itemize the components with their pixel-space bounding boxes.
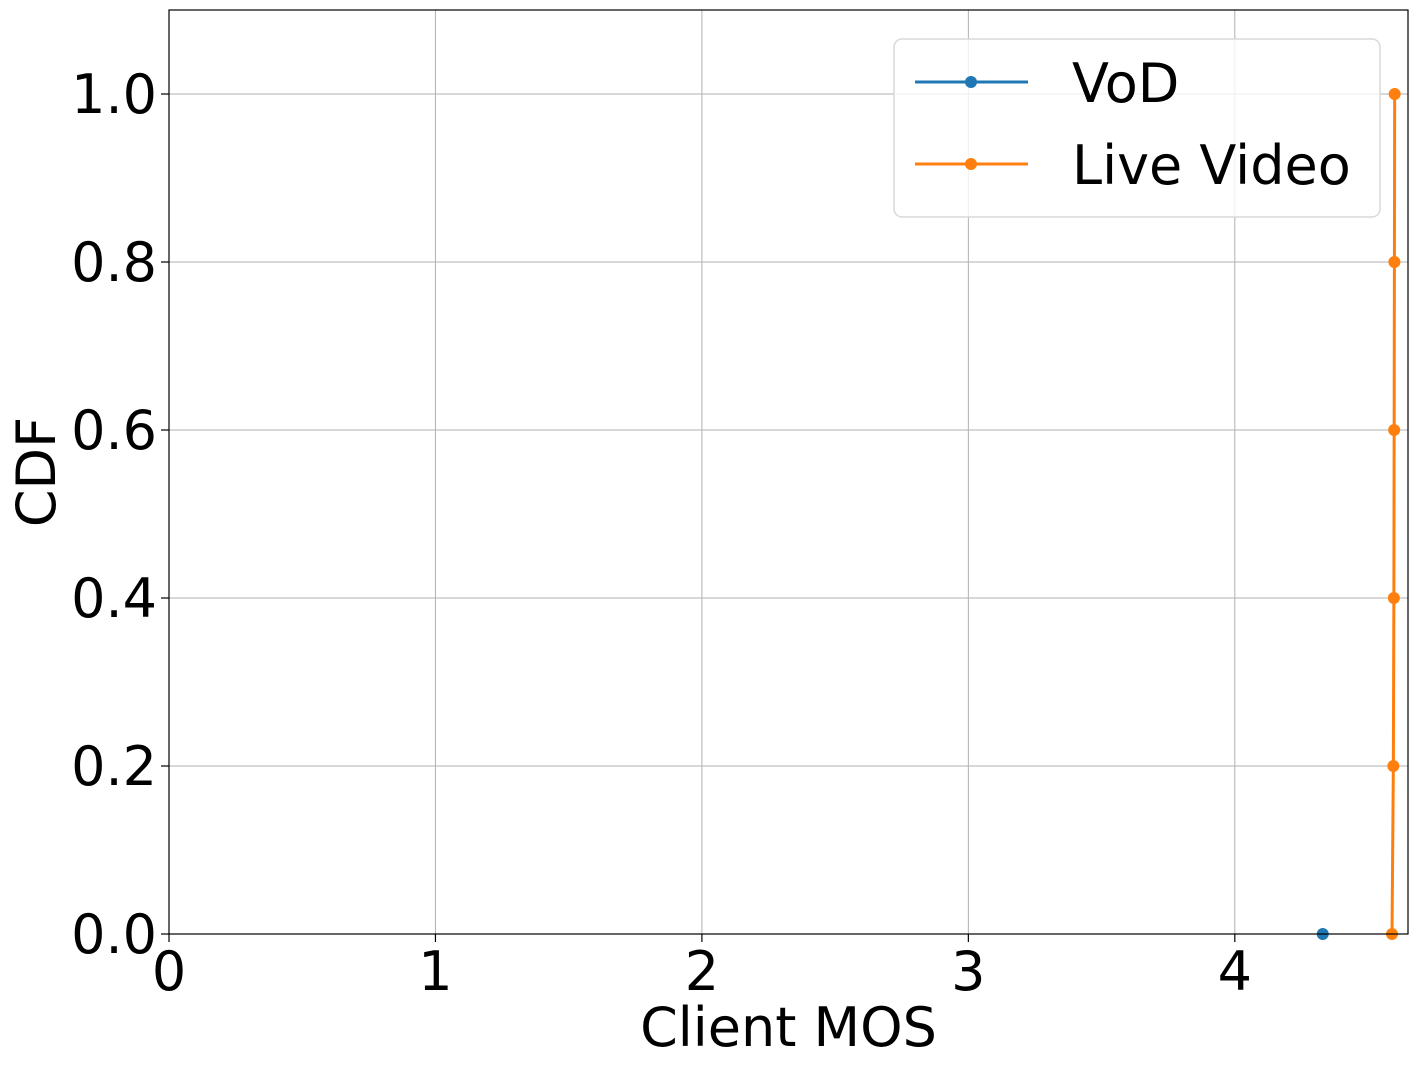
y-tick-label: 0.4 [71, 567, 157, 630]
y-tick-label: 0.6 [71, 399, 157, 462]
legend-item: VoD [915, 52, 1179, 115]
legend-label: Live Video [1072, 134, 1351, 197]
x-tick-label: 4 [1218, 940, 1252, 1003]
plot-frame [168, 9, 1409, 935]
y-tick-label: 0.2 [71, 735, 157, 798]
legend: VoD Live Video [893, 38, 1381, 218]
legend-marker [965, 158, 977, 170]
series-1 [1386, 88, 1401, 940]
data-point [1388, 424, 1401, 436]
series-line [1390, 93, 1397, 935]
legend-item: Live Video [915, 134, 1351, 197]
y-tick-label: 1.0 [71, 63, 157, 126]
axis-ticks: 0 1 2 3 4 0.0 0.2 0.4 0.6 0.8 1.0 [71, 63, 1252, 1003]
x-tick-label: 2 [685, 940, 719, 1003]
x-tick-label: 1 [418, 940, 452, 1003]
x-tick-label: 3 [951, 940, 985, 1003]
data-point [1388, 88, 1401, 100]
data-point [1387, 592, 1400, 604]
y-tick-label: 0.0 [71, 903, 157, 966]
y-axis-label: CDF [5, 417, 68, 527]
x-tick-label: 0 [152, 940, 186, 1003]
legend-marker [965, 76, 977, 88]
x-axis-label: Client MOS [640, 996, 937, 1059]
data-point [1387, 760, 1400, 772]
y-tick-label: 0.8 [71, 231, 157, 294]
data-point [1388, 256, 1401, 268]
legend-label: VoD [1072, 52, 1179, 115]
